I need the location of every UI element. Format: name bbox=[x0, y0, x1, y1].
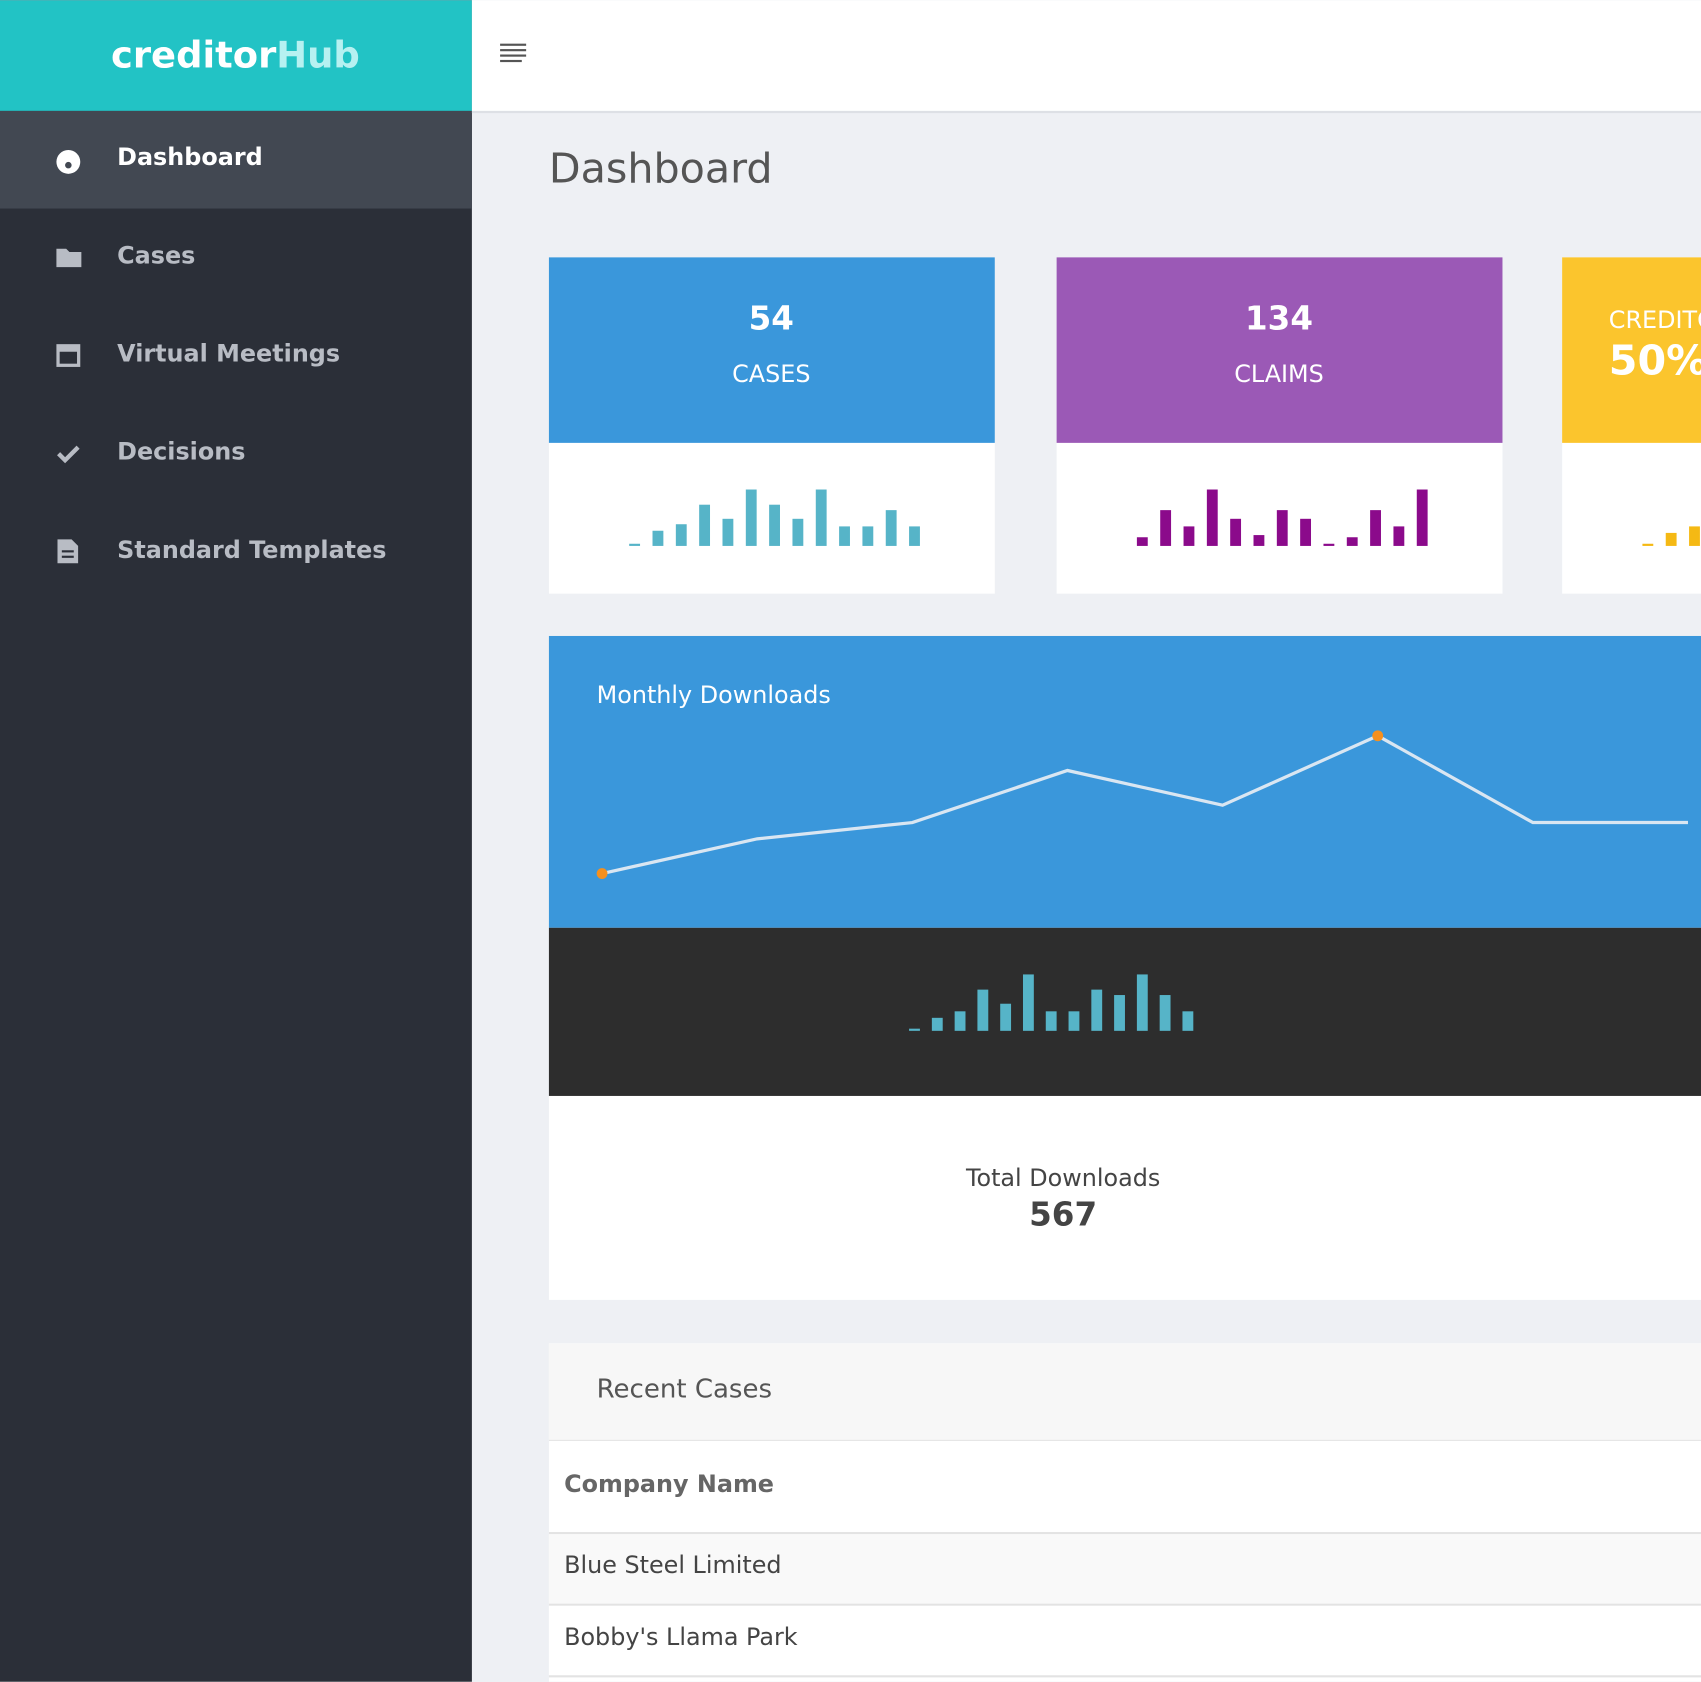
logo-band bbox=[0, 0, 472, 111]
icon-calendar bbox=[56, 344, 81, 367]
sparkline-bar bbox=[629, 543, 641, 546]
sparkline-bar bbox=[1276, 510, 1288, 546]
sparkline-bar bbox=[1416, 489, 1428, 546]
table-row[interactable] bbox=[548, 1534, 1701, 1604]
page-title: Dashboard bbox=[549, 145, 773, 193]
divider bbox=[548, 1675, 1701, 1678]
sparkline-bar bbox=[769, 504, 780, 546]
sparkline-bar bbox=[1642, 543, 1654, 546]
sparkline-bar bbox=[699, 504, 711, 546]
downloads-line bbox=[601, 733, 1688, 876]
total-value: 567 bbox=[1029, 1195, 1097, 1233]
recent-cases-header bbox=[548, 1343, 1701, 1440]
stat-value: 134 bbox=[1245, 299, 1313, 337]
nav-item[interactable]: Dashboard bbox=[117, 143, 263, 171]
table-cell: Bobby's Llama Park bbox=[564, 1623, 798, 1651]
divider bbox=[548, 1532, 1701, 1535]
logo-part: Hub bbox=[276, 33, 360, 76]
downloads-bar bbox=[909, 1028, 920, 1031]
divider bbox=[548, 1439, 1701, 1441]
top-bar bbox=[471, 0, 1701, 111]
sparkline-bar bbox=[839, 526, 850, 546]
stat-card-header bbox=[548, 257, 995, 443]
top-bar-shadow bbox=[471, 110, 1701, 114]
sparkline-bar bbox=[1160, 510, 1172, 546]
icon-check bbox=[57, 445, 80, 464]
sparkline-bar bbox=[1689, 526, 1700, 546]
sparkline-bar bbox=[722, 518, 734, 546]
sparkline-bar bbox=[885, 510, 897, 546]
recent-cases-title: Recent Cases bbox=[597, 1374, 772, 1404]
sidebar bbox=[0, 0, 472, 1682]
sparkline-bar bbox=[792, 518, 804, 546]
nav-item[interactable]: Decisions bbox=[117, 438, 245, 466]
divider bbox=[548, 1603, 1701, 1606]
stat-label: CREDITO bbox=[1609, 306, 1701, 334]
sparkline-bar bbox=[675, 524, 687, 546]
table-row[interactable] bbox=[548, 1605, 1701, 1676]
line-point bbox=[596, 868, 608, 879]
line-point bbox=[1372, 730, 1384, 742]
sparkline-bar bbox=[862, 526, 874, 546]
downloads-bar bbox=[1068, 1011, 1080, 1031]
downloads-bar bbox=[1182, 1011, 1194, 1031]
downloads-bar bbox=[1091, 989, 1103, 1031]
stat-card-header bbox=[1562, 257, 1701, 443]
icon-folder bbox=[56, 248, 82, 268]
stat-label: CLAIMS bbox=[1234, 360, 1324, 388]
sparkline-bar bbox=[1665, 532, 1677, 546]
downloads-bar bbox=[954, 1011, 966, 1031]
nav-item[interactable]: Cases bbox=[117, 241, 195, 269]
downloads-bar bbox=[1022, 974, 1034, 1031]
downloads-bar bbox=[1114, 995, 1125, 1031]
total-label: Total Downloads bbox=[965, 1164, 1160, 1192]
sparkline-bar bbox=[1183, 526, 1195, 546]
stat-card-header bbox=[1056, 257, 1503, 443]
downloads-bar bbox=[977, 989, 989, 1031]
sparkline-bar bbox=[1230, 518, 1242, 546]
downloads-bar bbox=[931, 1017, 943, 1031]
stat-value: 54 bbox=[749, 299, 794, 337]
downloads-bar bbox=[1136, 974, 1148, 1031]
chart-title: Monthly Downloads bbox=[597, 681, 831, 709]
downloads-bar bbox=[1045, 1011, 1057, 1031]
sparkline-bar bbox=[745, 489, 757, 546]
sparkline-bar bbox=[1346, 537, 1358, 546]
sparkline-bar bbox=[1393, 526, 1405, 546]
logo-part: creditor bbox=[111, 33, 277, 76]
nav-item[interactable]: Virtual Meetings bbox=[117, 340, 340, 368]
stat-value: 50% bbox=[1609, 337, 1701, 385]
sparkline-bar bbox=[1370, 510, 1381, 546]
stat-label: CASES bbox=[732, 360, 810, 388]
sparkline-bar bbox=[1323, 543, 1335, 546]
table-cell: Blue Steel Limited bbox=[564, 1551, 781, 1579]
downloads-bar bbox=[1000, 1003, 1012, 1031]
sparkline-bar bbox=[1253, 535, 1265, 546]
icon-dashboard bbox=[56, 149, 81, 174]
icon-document bbox=[57, 539, 79, 564]
column-header: Company Name bbox=[564, 1470, 774, 1498]
sparkline-bar bbox=[1300, 518, 1312, 546]
sparkline-bar bbox=[909, 526, 920, 546]
sparkline-bar bbox=[652, 530, 664, 546]
logo[interactable]: creditorHub bbox=[111, 33, 360, 76]
sparkline-bar bbox=[1136, 537, 1148, 546]
sparkline-bar bbox=[815, 489, 827, 546]
menu-toggle[interactable] bbox=[500, 43, 527, 63]
downloads-bar bbox=[1159, 995, 1171, 1031]
sparkline-bar bbox=[1206, 489, 1218, 546]
nav-item[interactable]: Standard Templates bbox=[117, 536, 386, 564]
